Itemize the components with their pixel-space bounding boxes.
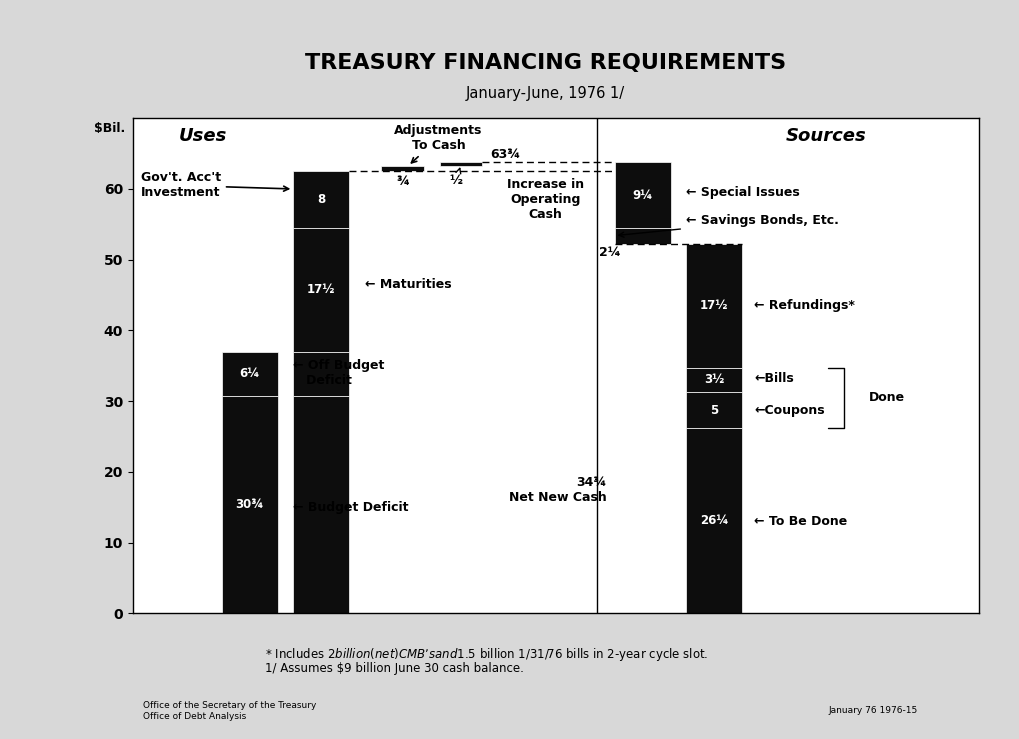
Text: ← Off Budget
   Deficit: ← Off Budget Deficit <box>293 359 384 387</box>
Text: ← Special Issues: ← Special Issues <box>686 186 799 199</box>
Text: 17½: 17½ <box>699 299 728 312</box>
Text: ← Maturities: ← Maturities <box>364 278 450 291</box>
Text: Increase in
Operating
Cash: Increase in Operating Cash <box>506 178 584 221</box>
Bar <box>685 428 741 613</box>
Text: 6¼: 6¼ <box>239 367 260 381</box>
Bar <box>613 163 669 228</box>
Text: 17½: 17½ <box>307 283 335 296</box>
Text: 30¾: 30¾ <box>235 498 264 511</box>
Text: ← Refundings*: ← Refundings* <box>754 299 854 312</box>
Text: ← Budget Deficit: ← Budget Deficit <box>293 501 409 514</box>
Text: ← To Be Done: ← To Be Done <box>754 515 847 528</box>
Text: $Bil.: $Bil. <box>94 123 125 135</box>
Text: January 76 1976-15: January 76 1976-15 <box>828 706 917 715</box>
Bar <box>685 367 741 392</box>
Text: ←Coupons: ←Coupons <box>754 403 824 417</box>
Text: 26¼: 26¼ <box>699 514 728 527</box>
Text: Done: Done <box>868 391 904 404</box>
Text: Adjustments
To Cash: Adjustments To Cash <box>394 124 482 163</box>
Bar <box>685 244 741 367</box>
Text: 8: 8 <box>317 193 325 206</box>
Text: Office of the Secretary of the Treasury
Office of Debt Analysis: Office of the Secretary of the Treasury … <box>143 701 316 721</box>
Text: January-June, 1976 1/: January-June, 1976 1/ <box>466 86 625 101</box>
Bar <box>293 396 348 613</box>
Bar <box>439 163 482 166</box>
Bar <box>222 352 277 396</box>
Text: Gov't. Acc't
Investment: Gov't. Acc't Investment <box>141 171 288 200</box>
Bar <box>293 352 348 396</box>
Text: 1/ Assumes $9 billion June 30 cash balance.: 1/ Assumes $9 billion June 30 cash balan… <box>265 662 524 675</box>
Bar <box>222 396 277 613</box>
Text: Sources: Sources <box>785 127 866 145</box>
Bar <box>381 166 424 171</box>
Text: * Includes $2 billion (net) CMB’s and $1.5 billion 1/31/76 bills in 2-year cycle: * Includes $2 billion (net) CMB’s and $1… <box>265 645 708 663</box>
Bar <box>293 228 348 352</box>
Text: 34¾
Net New Cash: 34¾ Net New Cash <box>508 476 605 503</box>
Text: ¾: ¾ <box>396 175 409 188</box>
Bar <box>293 171 348 228</box>
Text: Uses: Uses <box>178 127 226 145</box>
Text: ← Savings Bonds, Etc.: ← Savings Bonds, Etc. <box>619 214 838 237</box>
Text: 63¾: 63¾ <box>490 148 521 161</box>
Text: 5: 5 <box>709 403 717 417</box>
Bar <box>613 228 669 244</box>
Text: ←Bills: ←Bills <box>754 372 793 385</box>
Text: 3½: 3½ <box>703 373 723 386</box>
Text: ½: ½ <box>449 168 462 188</box>
Bar <box>685 392 741 428</box>
Text: TREASURY FINANCING REQUIREMENTS: TREASURY FINANCING REQUIREMENTS <box>305 52 786 73</box>
Text: 2¼: 2¼ <box>598 245 620 259</box>
Text: 9¼: 9¼ <box>632 188 652 202</box>
